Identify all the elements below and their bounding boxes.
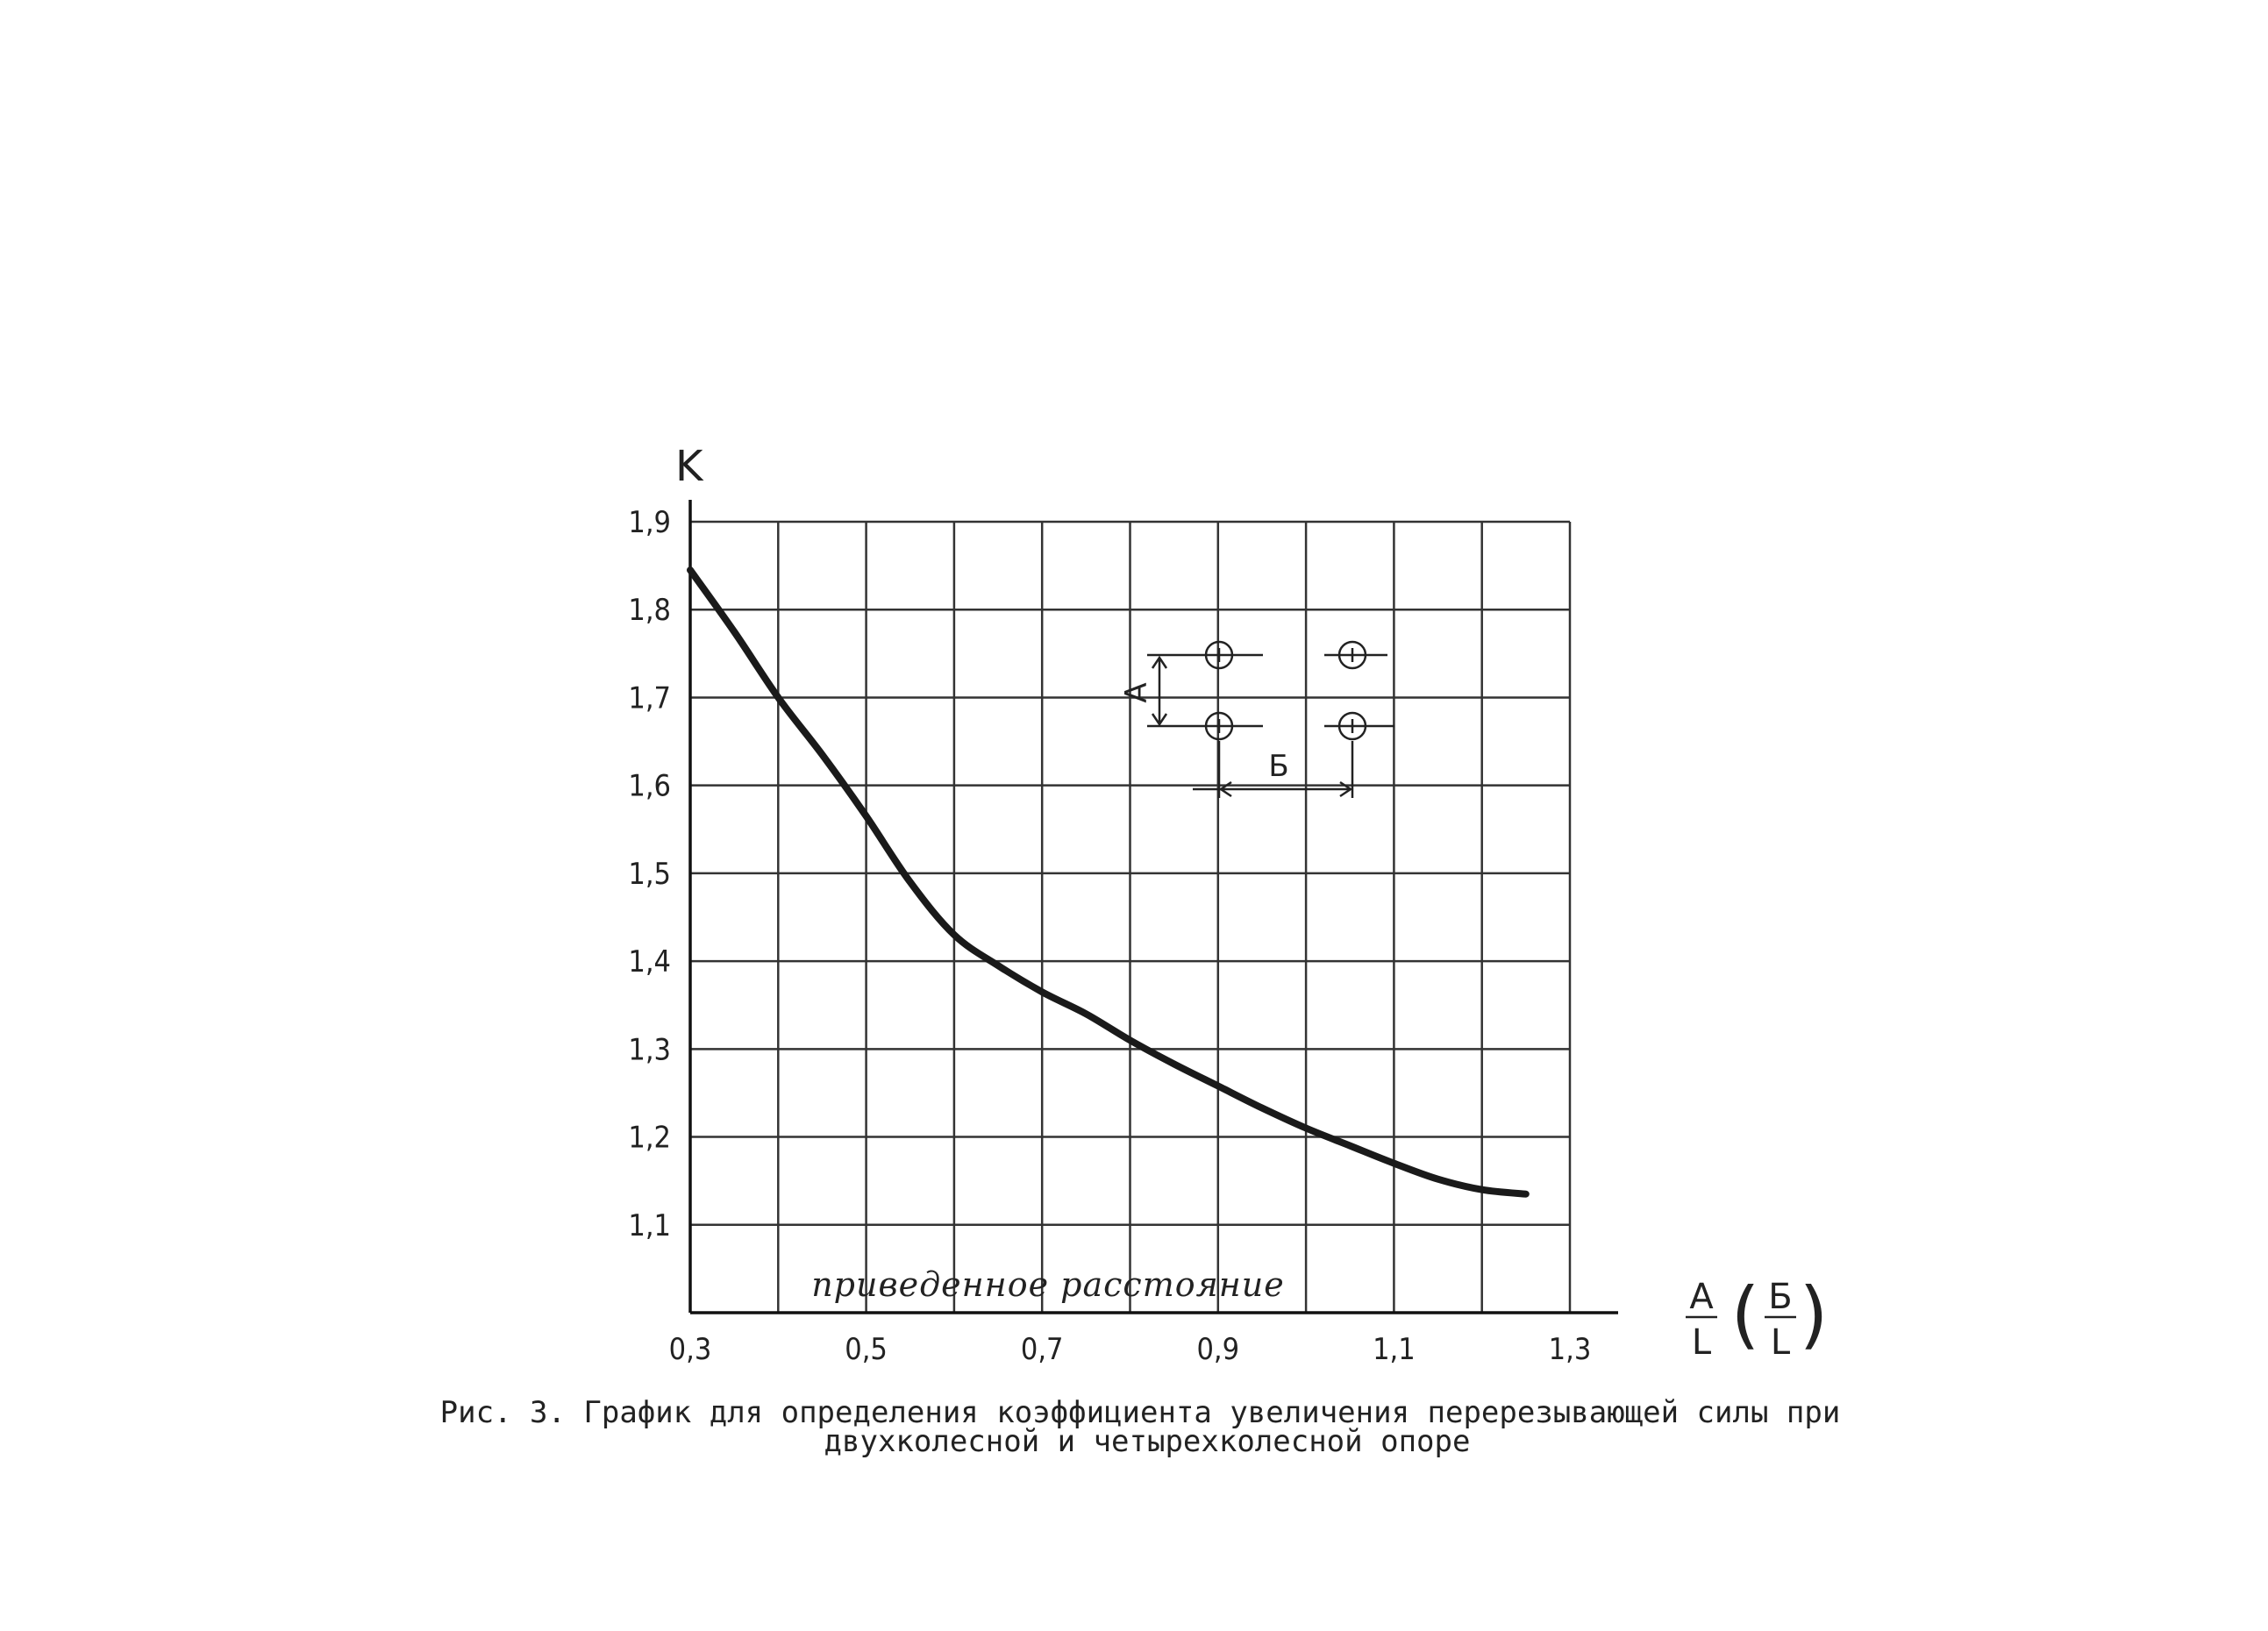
svg-text:L: L xyxy=(1771,1322,1791,1363)
x-tick-label: 0,9 xyxy=(1196,1332,1239,1367)
wheel-layout-inset: А Б xyxy=(1119,640,1394,798)
y-tick-label: 1,9 xyxy=(628,505,671,540)
chart-axes xyxy=(688,500,1618,1314)
figure-caption-line-1: Рис. 3. График для определения коэффицие… xyxy=(440,1395,1841,1430)
x-axis-label: A L ( Б L ) xyxy=(1686,1271,1828,1363)
chart-grid xyxy=(690,520,1572,1313)
svg-text:A: A xyxy=(1689,1277,1714,1317)
x-tick-label: 0,5 xyxy=(845,1332,888,1367)
svg-text:Б: Б xyxy=(1768,1277,1792,1317)
chart-series xyxy=(687,566,1530,1198)
y-tick-label: 1,4 xyxy=(628,944,671,979)
y-tick-label: 1,6 xyxy=(628,769,671,804)
x-tick-label: 1,3 xyxy=(1549,1332,1592,1367)
y-tick-label: 1,7 xyxy=(628,680,671,716)
x-tick-label: 0,7 xyxy=(1021,1332,1064,1367)
y-tick-label: 1,3 xyxy=(628,1032,671,1067)
x-tick-label: 0,3 xyxy=(669,1332,712,1367)
y-tick-label: 1,8 xyxy=(628,593,671,628)
svg-text:L: L xyxy=(1692,1322,1712,1363)
svg-text:(: ( xyxy=(1731,1271,1760,1357)
k-curve-line xyxy=(687,566,1530,1198)
svg-text:): ) xyxy=(1800,1271,1829,1357)
y-tick-label: 1,5 xyxy=(628,857,671,892)
y-tick-label: 1,1 xyxy=(628,1208,671,1243)
svg-text:Б: Б xyxy=(1268,749,1288,784)
figure-caption-line-2: двухколесной и четырехколесной опоре xyxy=(824,1424,1471,1459)
svg-text:А: А xyxy=(1119,682,1154,702)
x-tick-label: 1,1 xyxy=(1373,1332,1416,1367)
annotation-reduced-distance: приведенное расстояние xyxy=(811,1265,1285,1304)
chart-tick-labels: 0,3 0,5 0,7 0,9 1,1 1,3 1,1 1,2 1,3 1,4 1,5 1,6 1,7 1… xyxy=(628,505,1591,1367)
y-tick-label: 1,2 xyxy=(628,1121,671,1156)
y-axis-label: K xyxy=(675,442,704,491)
